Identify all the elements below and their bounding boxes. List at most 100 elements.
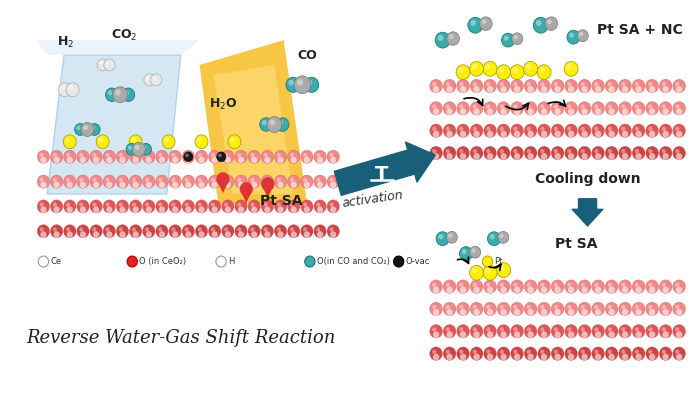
Circle shape [608, 305, 612, 309]
Circle shape [554, 108, 561, 115]
Circle shape [234, 175, 247, 188]
Circle shape [483, 61, 497, 76]
Circle shape [169, 200, 181, 213]
Circle shape [186, 231, 191, 238]
Circle shape [622, 153, 629, 160]
Circle shape [211, 153, 215, 157]
Circle shape [608, 309, 615, 316]
Circle shape [510, 65, 524, 80]
Circle shape [294, 76, 311, 94]
Polygon shape [241, 193, 251, 203]
Circle shape [459, 82, 463, 86]
Circle shape [524, 347, 537, 361]
Circle shape [447, 108, 453, 115]
Circle shape [473, 309, 480, 316]
Circle shape [304, 206, 310, 213]
Circle shape [225, 206, 231, 213]
Circle shape [279, 120, 284, 125]
Circle shape [606, 146, 618, 160]
Circle shape [619, 146, 631, 160]
Circle shape [79, 227, 83, 232]
Circle shape [186, 182, 191, 188]
Circle shape [132, 203, 136, 207]
Circle shape [578, 302, 591, 316]
Circle shape [251, 206, 258, 213]
Circle shape [80, 182, 86, 188]
Circle shape [37, 150, 50, 164]
Circle shape [288, 225, 300, 238]
Circle shape [89, 124, 100, 136]
Circle shape [330, 157, 336, 164]
Circle shape [608, 327, 612, 332]
Circle shape [432, 305, 436, 309]
Circle shape [524, 146, 537, 160]
Circle shape [581, 327, 585, 332]
Circle shape [197, 178, 202, 182]
Circle shape [158, 178, 162, 182]
Circle shape [261, 150, 274, 164]
Circle shape [303, 153, 307, 157]
Circle shape [649, 108, 655, 115]
Circle shape [234, 225, 247, 238]
Circle shape [195, 150, 208, 164]
Circle shape [277, 206, 284, 213]
Circle shape [120, 206, 125, 213]
Circle shape [662, 149, 666, 153]
Circle shape [447, 131, 453, 138]
Text: Ce: Ce [50, 257, 62, 266]
Circle shape [327, 200, 340, 213]
Circle shape [540, 67, 545, 73]
Circle shape [290, 206, 297, 213]
FancyArrowPatch shape [335, 142, 435, 195]
Circle shape [433, 331, 439, 338]
Circle shape [53, 231, 60, 238]
Circle shape [169, 175, 181, 188]
Circle shape [484, 124, 496, 138]
Circle shape [568, 354, 574, 361]
Circle shape [487, 354, 494, 361]
Circle shape [58, 83, 71, 97]
Circle shape [172, 178, 176, 182]
Circle shape [648, 327, 652, 332]
Circle shape [565, 280, 578, 294]
Circle shape [594, 126, 598, 131]
Circle shape [646, 124, 659, 138]
Circle shape [456, 124, 470, 138]
Circle shape [635, 126, 639, 131]
Circle shape [595, 309, 601, 316]
Circle shape [497, 79, 510, 93]
Circle shape [80, 157, 86, 164]
Circle shape [120, 182, 125, 188]
Circle shape [240, 182, 253, 196]
Circle shape [676, 86, 682, 93]
Circle shape [459, 126, 463, 131]
Circle shape [511, 79, 524, 93]
Circle shape [330, 178, 333, 182]
Circle shape [541, 331, 547, 338]
Circle shape [195, 175, 208, 188]
Circle shape [182, 225, 195, 238]
Circle shape [500, 305, 504, 309]
Circle shape [169, 150, 181, 164]
Circle shape [106, 153, 110, 157]
Circle shape [567, 126, 571, 131]
Circle shape [169, 225, 181, 238]
Circle shape [552, 280, 564, 294]
Circle shape [182, 175, 195, 188]
Circle shape [261, 177, 274, 191]
Circle shape [393, 256, 404, 267]
Circle shape [159, 231, 165, 238]
Circle shape [446, 126, 450, 131]
Circle shape [237, 203, 241, 207]
Circle shape [662, 126, 666, 131]
Circle shape [632, 146, 645, 160]
Circle shape [632, 280, 645, 294]
Circle shape [265, 206, 270, 213]
Circle shape [501, 33, 514, 47]
Circle shape [673, 302, 685, 316]
Circle shape [608, 104, 612, 109]
Circle shape [513, 82, 517, 86]
Circle shape [608, 149, 612, 153]
Circle shape [290, 203, 294, 207]
Circle shape [504, 35, 509, 41]
